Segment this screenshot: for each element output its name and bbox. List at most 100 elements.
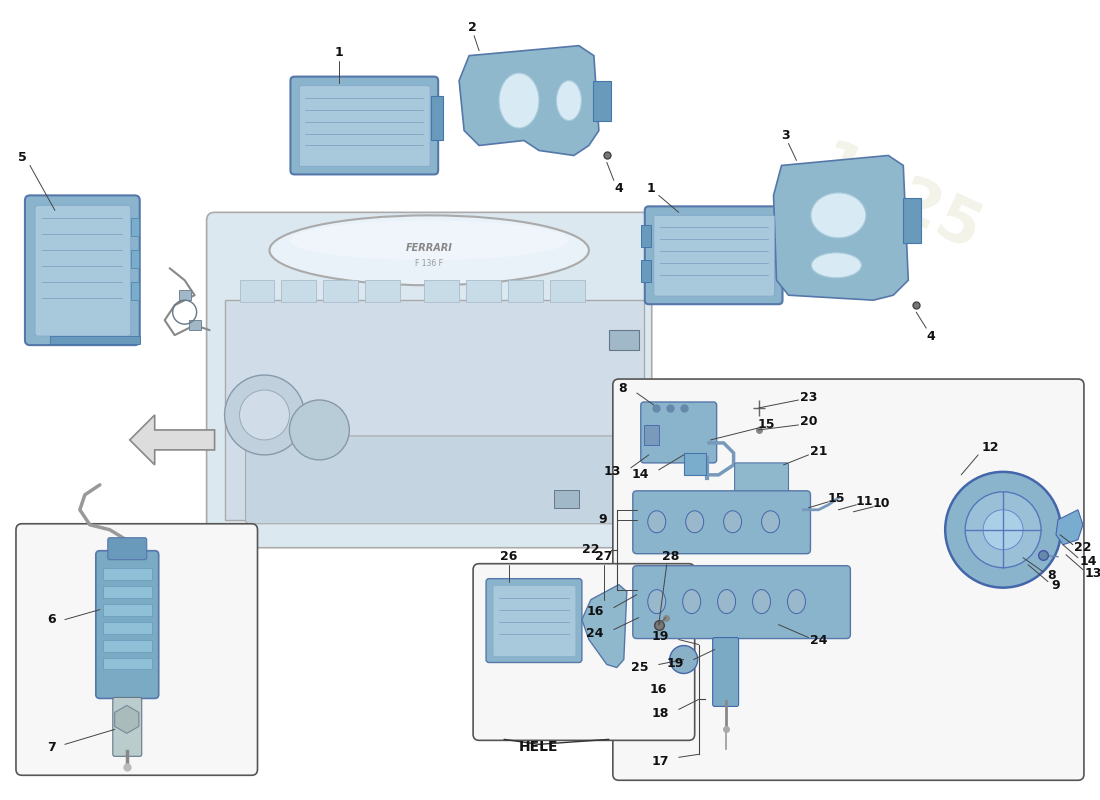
Ellipse shape	[683, 590, 701, 614]
Circle shape	[983, 510, 1023, 550]
Ellipse shape	[648, 590, 666, 614]
Text: FERRARI: FERRARI	[406, 243, 452, 254]
Circle shape	[224, 375, 305, 455]
Text: 24: 24	[810, 634, 827, 647]
Text: 14: 14	[1079, 555, 1097, 568]
Text: 3: 3	[781, 129, 790, 142]
Bar	[365, 280, 400, 302]
Polygon shape	[459, 46, 598, 155]
Text: eurocars: eurocars	[316, 206, 922, 574]
Polygon shape	[1056, 510, 1082, 545]
Ellipse shape	[811, 193, 866, 238]
FancyBboxPatch shape	[486, 578, 582, 662]
Text: 17: 17	[651, 755, 669, 768]
Ellipse shape	[499, 73, 539, 128]
Bar	[425, 280, 459, 302]
Text: 16: 16	[586, 605, 604, 618]
Text: 5: 5	[18, 151, 26, 164]
Bar	[431, 95, 443, 141]
Bar	[102, 586, 152, 598]
Text: 27: 27	[595, 550, 613, 563]
Bar	[508, 280, 543, 302]
Bar	[684, 453, 706, 475]
FancyBboxPatch shape	[299, 86, 430, 166]
Text: 20: 20	[800, 415, 817, 429]
Text: 6: 6	[47, 613, 56, 626]
Text: 19: 19	[667, 657, 684, 670]
Text: 24: 24	[586, 627, 604, 640]
Text: HELE: HELE	[519, 740, 559, 754]
Text: 28: 28	[662, 550, 680, 563]
FancyBboxPatch shape	[641, 402, 716, 463]
Ellipse shape	[289, 220, 569, 260]
FancyBboxPatch shape	[632, 566, 850, 638]
Bar	[102, 604, 152, 615]
FancyBboxPatch shape	[207, 212, 652, 548]
FancyBboxPatch shape	[613, 379, 1084, 780]
FancyBboxPatch shape	[290, 77, 438, 174]
FancyBboxPatch shape	[653, 215, 774, 296]
Polygon shape	[773, 155, 909, 300]
Bar	[131, 282, 139, 300]
FancyBboxPatch shape	[25, 195, 140, 345]
FancyBboxPatch shape	[645, 206, 782, 304]
Bar	[593, 81, 611, 121]
FancyBboxPatch shape	[35, 206, 131, 336]
Bar	[641, 226, 651, 247]
Circle shape	[240, 390, 289, 440]
Bar	[903, 198, 921, 243]
Bar	[282, 280, 317, 302]
Circle shape	[945, 472, 1062, 588]
Text: 8: 8	[618, 382, 627, 394]
Bar	[102, 639, 152, 651]
Bar	[102, 622, 152, 634]
Text: F 136 F: F 136 F	[415, 258, 443, 268]
Text: 15: 15	[827, 492, 845, 506]
FancyBboxPatch shape	[108, 538, 146, 560]
Text: 12: 12	[981, 442, 999, 454]
FancyBboxPatch shape	[713, 638, 738, 706]
Bar	[102, 658, 152, 670]
FancyBboxPatch shape	[493, 586, 576, 657]
Text: 13: 13	[1085, 567, 1100, 580]
Bar	[102, 568, 152, 580]
Text: 13: 13	[604, 466, 620, 478]
Text: 18: 18	[651, 707, 669, 720]
Text: 16: 16	[649, 683, 667, 696]
Polygon shape	[130, 415, 214, 465]
Text: 1: 1	[336, 46, 343, 59]
Polygon shape	[582, 585, 627, 667]
Ellipse shape	[270, 215, 588, 286]
Circle shape	[670, 646, 697, 674]
Bar	[608, 330, 639, 350]
Ellipse shape	[761, 510, 780, 533]
Text: 1125: 1125	[807, 137, 990, 264]
Bar	[50, 336, 140, 344]
Bar	[178, 290, 190, 300]
Ellipse shape	[648, 510, 666, 533]
Text: 4: 4	[927, 330, 936, 342]
Ellipse shape	[717, 590, 736, 614]
Bar	[188, 320, 200, 330]
FancyBboxPatch shape	[113, 698, 142, 756]
Bar	[131, 218, 139, 236]
Text: 15: 15	[758, 418, 776, 431]
Bar	[466, 280, 500, 302]
Bar	[554, 490, 579, 508]
Ellipse shape	[685, 510, 704, 533]
Text: 14: 14	[631, 468, 649, 482]
Bar	[641, 260, 651, 282]
Bar	[224, 300, 644, 520]
Bar	[644, 425, 659, 445]
Ellipse shape	[557, 81, 582, 121]
FancyBboxPatch shape	[632, 491, 811, 554]
Text: a passion for parts: a passion for parts	[355, 390, 802, 629]
Text: 2: 2	[468, 22, 476, 34]
Ellipse shape	[752, 590, 770, 614]
Ellipse shape	[788, 590, 805, 614]
Text: 11: 11	[856, 495, 873, 508]
Text: 23: 23	[800, 390, 817, 403]
FancyBboxPatch shape	[16, 524, 257, 775]
Text: 8: 8	[1047, 569, 1056, 582]
Bar	[323, 280, 359, 302]
